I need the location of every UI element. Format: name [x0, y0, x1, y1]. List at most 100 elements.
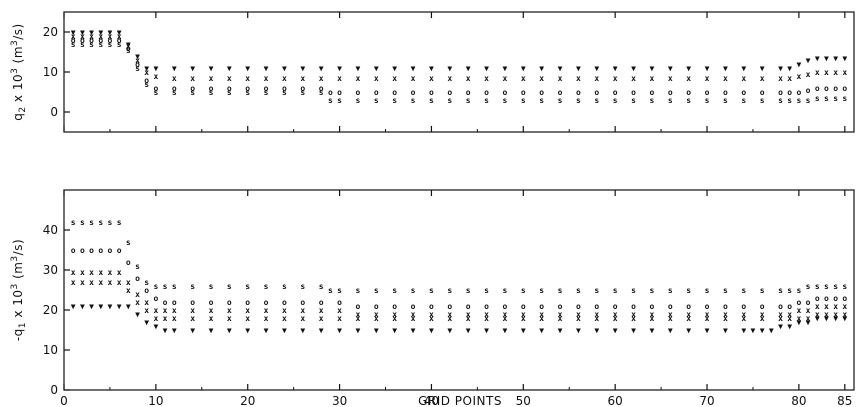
data-point: x — [356, 310, 361, 319]
data-point: s — [153, 88, 158, 97]
data-point: ▼ — [631, 64, 636, 73]
data-point: o — [108, 36, 113, 45]
data-point: o — [815, 84, 820, 93]
data-point: x — [613, 310, 618, 319]
data-point: x — [521, 314, 526, 323]
x-tick-label: 40 — [424, 394, 439, 407]
data-point: ▼ — [71, 28, 76, 37]
data-point: x — [190, 74, 195, 83]
data-point: o — [126, 44, 131, 53]
data-point: x — [153, 72, 158, 81]
data-point: x — [558, 310, 563, 319]
data-point: ▼ — [723, 326, 728, 335]
data-point: x — [723, 314, 728, 323]
data-point: x — [521, 310, 526, 319]
data-point: x — [760, 310, 765, 319]
data-point: s — [126, 238, 131, 247]
data-point: x — [686, 314, 691, 323]
data-point: ▼ — [521, 64, 526, 73]
data-point: o — [264, 84, 269, 93]
data-point: s — [705, 96, 710, 105]
data-point: x — [806, 306, 811, 315]
data-point: x — [374, 310, 379, 319]
data-point: o — [392, 88, 397, 97]
data-point: s — [98, 218, 103, 227]
data-point: o — [300, 84, 305, 93]
data-point: s — [778, 286, 783, 295]
data-point: o — [631, 302, 636, 311]
data-point: x — [842, 68, 847, 77]
data-point: ▼ — [356, 64, 361, 73]
data-point: o — [686, 302, 691, 311]
data-point: o — [760, 88, 765, 97]
data-point: x — [356, 314, 361, 323]
data-point: s — [209, 88, 214, 97]
data-point: s — [337, 286, 342, 295]
data-point: x — [108, 278, 113, 287]
data-point: ▼ — [172, 326, 177, 335]
data-point: o — [503, 302, 508, 311]
data-point: x — [227, 314, 232, 323]
data-point: x — [842, 302, 847, 311]
data-point: ▼ — [108, 302, 113, 311]
data-point: x — [760, 74, 765, 83]
ylabel-bottom: -q1 x 103 (m3/s) — [10, 239, 28, 341]
x-tick-label: 60 — [608, 394, 623, 407]
data-point: x — [824, 68, 829, 77]
data-point: ▼ — [126, 40, 131, 49]
y-tick-label: 10 — [43, 65, 58, 79]
data-point: x — [539, 314, 544, 323]
data-point: x — [245, 74, 250, 83]
data-point: x — [126, 278, 131, 287]
data-point: o — [576, 302, 581, 311]
data-point: s — [71, 40, 76, 49]
data-point: ▼ — [153, 322, 158, 331]
data-point: x — [89, 278, 94, 287]
data-point: o — [705, 302, 710, 311]
data-point: x — [319, 306, 324, 315]
data-point: x — [815, 302, 820, 311]
data-point: ▼ — [686, 326, 691, 335]
data-point: x — [319, 74, 324, 83]
data-point: s — [89, 218, 94, 227]
data-point: x — [649, 314, 654, 323]
data-point: s — [411, 286, 416, 295]
data-point: s — [741, 286, 746, 295]
data-point: ▼ — [796, 318, 801, 327]
data-point: ▼ — [503, 64, 508, 73]
data-point: x — [778, 310, 783, 319]
data-point: s — [209, 282, 214, 291]
data-point: x — [135, 56, 140, 65]
data-point: o — [98, 246, 103, 255]
data-point: ▼ — [787, 322, 792, 331]
data-point: s — [521, 96, 526, 105]
data-point: s — [190, 88, 195, 97]
data-point: x — [245, 306, 250, 315]
data-point: o — [815, 294, 820, 303]
y-tick-label: 20 — [43, 25, 58, 39]
ylabel-top: q2 x 103 (m3/s) — [10, 23, 28, 121]
data-point: o — [126, 258, 131, 267]
data-point: ▼ — [429, 64, 434, 73]
data-point: x — [71, 32, 76, 41]
data-point: o — [521, 302, 526, 311]
data-point: x — [723, 74, 728, 83]
data-point: ▼ — [686, 64, 691, 73]
data-point: ▼ — [723, 64, 728, 73]
data-point: x — [796, 72, 801, 81]
data-point: x — [190, 314, 195, 323]
data-point: x — [815, 68, 820, 77]
data-point: o — [356, 302, 361, 311]
data-point: ▼ — [392, 326, 397, 335]
data-point: s — [190, 282, 195, 291]
data-point: o — [411, 302, 416, 311]
data-point: s — [631, 286, 636, 295]
data-point: x — [319, 314, 324, 323]
data-point: s — [429, 286, 434, 295]
data-point: s — [356, 286, 361, 295]
data-point: ▼ — [447, 326, 452, 335]
data-point: ▼ — [521, 326, 526, 335]
data-point: x — [447, 314, 452, 323]
data-point: s — [787, 96, 792, 105]
